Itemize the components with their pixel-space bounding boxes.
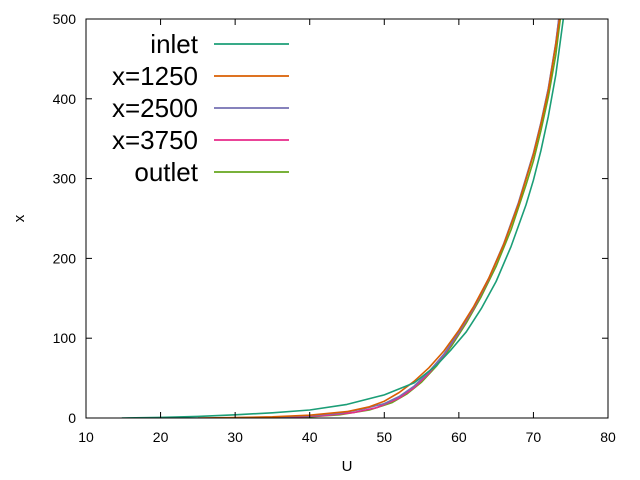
y-axis-label: x [11, 214, 28, 222]
series-line-x-3750 [235, 19, 560, 418]
x-tick-label: 60 [451, 429, 467, 445]
x-axis-label: U [342, 458, 353, 475]
y-tick-label: 500 [53, 11, 77, 27]
x-tick-label: 10 [78, 429, 94, 445]
x-tick-label: 70 [526, 429, 542, 445]
series-line-x-1250 [197, 19, 561, 418]
y-tick-label: 300 [53, 171, 77, 187]
x-tick-label: 50 [376, 429, 392, 445]
y-tick-label: 0 [68, 410, 76, 426]
y-tick-label: 200 [53, 250, 77, 266]
series-layer [121, 19, 565, 418]
legend-label: x=1250 [112, 61, 198, 91]
x-tick-label: 80 [600, 429, 616, 445]
x-tick-label: 30 [227, 429, 243, 445]
legend-label: outlet [134, 157, 198, 187]
series-line-x-2500 [220, 19, 560, 418]
series-line-inlet [121, 19, 565, 418]
y-tick-label: 400 [53, 91, 77, 107]
x-tick-label: 40 [302, 429, 318, 445]
x-tick-label: 20 [153, 429, 169, 445]
plot-frame [85, 18, 609, 419]
legend-label: inlet [150, 29, 198, 59]
y-tick-label: 100 [53, 330, 77, 346]
ticks-layer: 10 20 30 40 50 60 70 80 0 100 200 300 400 500 [53, 11, 616, 445]
legend-label: x=3750 [112, 125, 198, 155]
legend-label: x=2500 [112, 93, 198, 123]
